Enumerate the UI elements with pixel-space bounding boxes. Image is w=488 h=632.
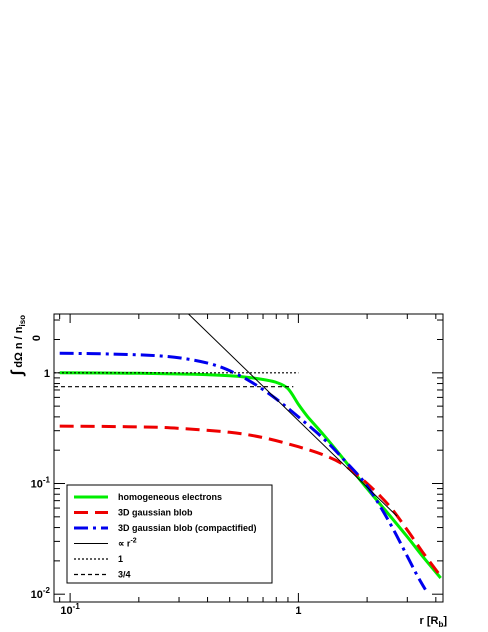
legend-label-one: 1 bbox=[118, 554, 123, 564]
y-axis-label-lower-limit: 0 bbox=[31, 335, 43, 341]
legend-label-power: ∝ r-2 bbox=[118, 538, 137, 549]
x-axis-label: r [Rb] bbox=[419, 615, 447, 629]
y-axis-label: ∫dΩ n / niso bbox=[9, 315, 27, 377]
series-line-power bbox=[188, 314, 398, 517]
plot-frame bbox=[53, 313, 444, 603]
series-group bbox=[54, 314, 442, 591]
y-tick-label: 10-2 bbox=[31, 586, 51, 601]
series-line-gaussian bbox=[59, 424, 442, 578]
legend-label-compactified: 3D gaussian blob (compactified) bbox=[118, 523, 257, 533]
series-line-homogeneous bbox=[59, 371, 442, 579]
legend-label-threequarter: 3/4 bbox=[118, 570, 131, 580]
svg-text:∫dΩ n / niso: ∫dΩ n / niso bbox=[9, 315, 27, 377]
y-tick-label: 10-1 bbox=[31, 476, 51, 491]
y-tick-label: 1 bbox=[44, 368, 50, 380]
tick-labels: 10-1 1 1 10-1 10-2 bbox=[31, 368, 302, 617]
x-tick-label: 10-1 bbox=[60, 602, 80, 617]
integral-sign: ∫ bbox=[9, 369, 26, 377]
legend-label-homogeneous: homogeneous electrons bbox=[118, 492, 222, 502]
x-tick-label: 1 bbox=[295, 605, 301, 617]
legend-label-gaussian: 3D gaussian blob bbox=[118, 508, 193, 518]
legend-box bbox=[66, 484, 273, 584]
series-line-compactified bbox=[59, 351, 427, 591]
legend: homogeneous electrons 3D gaussian blob 3D … bbox=[66, 484, 273, 584]
